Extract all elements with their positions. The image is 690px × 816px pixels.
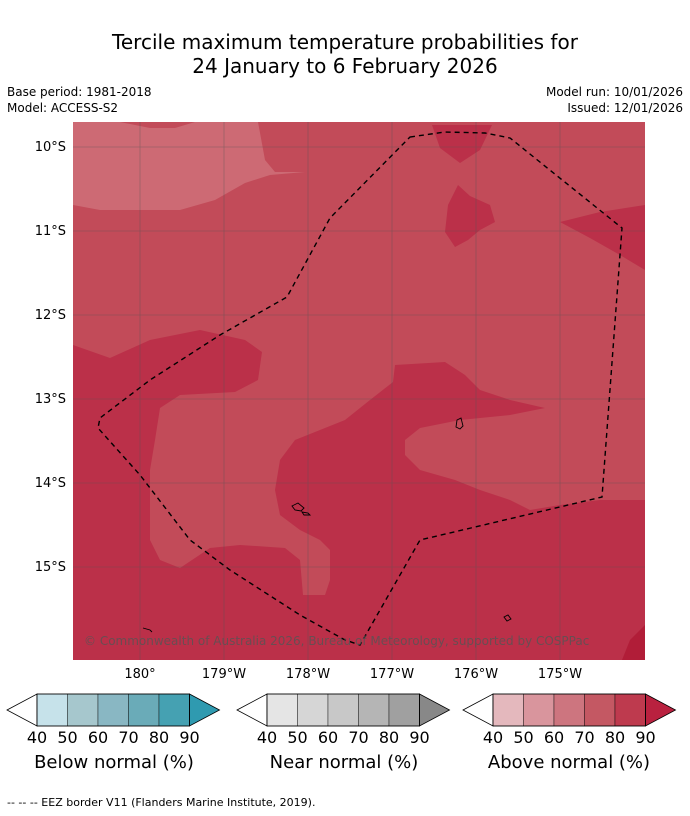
base-period: Base period: 1981-2018 — [7, 85, 152, 99]
legend-below-over-triangle — [189, 693, 221, 727]
lon-label-178w: 178°W — [286, 667, 330, 682]
graticule — [73, 122, 645, 660]
model-name: Model: ACCESS-S2 — [7, 101, 119, 115]
legend-above-segment — [614, 693, 646, 727]
issued-date: Issued: 12/01/2026 — [567, 101, 683, 115]
latitude-labels: 10°S 11°S 12°S 13°S 14°S 15°S — [35, 140, 66, 575]
meta-left: Base period: 1981-2018 Model: ACCESS-S2 — [7, 84, 152, 116]
lat-label-14s: 14°S — [35, 476, 66, 491]
legend-title-above: Above normal (%) — [487, 752, 651, 773]
chart-title: Tercile maximum temperature probabilitie… — [0, 30, 690, 78]
title-line-1: Tercile maximum temperature probabilitie… — [112, 30, 578, 54]
legend-near-segment — [297, 693, 329, 727]
field-above-60-top — [120, 122, 195, 128]
lat-label-15s: 15°S — [35, 560, 66, 575]
legend-above-tick: 90 — [635, 728, 655, 747]
lat-label-12s: 12°S — [35, 308, 66, 323]
lat-label-13s: 13°S — [35, 392, 66, 407]
field-above-60 — [73, 122, 305, 210]
legend-near-outline — [266, 693, 420, 727]
legend-below-segment — [158, 693, 190, 727]
legend-near-tick: 80 — [379, 728, 399, 747]
legend-near-segment — [388, 693, 420, 727]
legend-above-outline — [492, 693, 646, 727]
legend-above-tick: 60 — [544, 728, 564, 747]
legend-below-tick: 50 — [57, 728, 77, 747]
model-run: Model run: 10/01/2026 — [545, 85, 683, 99]
copyright-text: © Commonwealth of Australia 2026, Bureau… — [84, 634, 589, 648]
legend-below-tick: 90 — [179, 728, 199, 747]
legend-near-tick: 70 — [348, 728, 368, 747]
legend-title-near: Near normal (%) — [269, 752, 419, 773]
legend-below-normal: 40 50 60 70 80 90 — [6, 693, 221, 747]
legend-below-outline — [36, 693, 190, 727]
longitude-labels: 180° 179°W 178°W 177°W 176°W 175°W — [124, 667, 582, 682]
legend-near-segment — [266, 693, 298, 727]
legend-above-normal: 40 50 60 70 80 90 — [462, 693, 677, 747]
legend-above-segment — [523, 693, 555, 727]
legend-near-tick: 50 — [287, 728, 307, 747]
legend-above-segment — [584, 693, 616, 727]
legend-above-over-triangle — [645, 693, 677, 727]
legend-below-tick: 70 — [118, 728, 138, 747]
lon-label-180: 180° — [124, 667, 155, 682]
legend-near-normal: 40 50 60 70 80 90 — [236, 693, 451, 747]
field-above-80-west — [73, 330, 645, 660]
legend-below-tick: 40 — [27, 728, 47, 747]
meta-right: Model run: 10/01/2026 Issued: 12/01/2026 — [546, 84, 683, 116]
island-west-small — [301, 511, 312, 516]
lon-label-179w: 179°W — [202, 667, 246, 682]
lat-label-11s: 11°S — [35, 224, 66, 239]
field-above-80-top — [432, 125, 492, 163]
legend-below-under-triangle — [6, 693, 38, 727]
legend-above-tick: 70 — [574, 728, 594, 747]
legend-title-below: Below normal (%) — [34, 752, 194, 773]
map-panel: © Commonwealth of Australia 2026, Bureau… — [73, 122, 645, 660]
legend-below-segment — [67, 693, 99, 727]
eez-source-note: -- -- -- EEZ border V11 (Flanders Marine… — [7, 796, 316, 809]
legend-below-tick: 60 — [88, 728, 108, 747]
lon-label-175w: 175°W — [538, 667, 582, 682]
legend-above-tick: 50 — [513, 728, 533, 747]
lon-label-176w: 176°W — [454, 667, 498, 682]
legend-above-segment — [553, 693, 585, 727]
legend-below-segment — [128, 693, 160, 727]
legend-above-tick: 40 — [483, 728, 503, 747]
legend-near-tick: 40 — [257, 728, 277, 747]
eez-border — [97, 131, 623, 646]
field-above-90-corner — [622, 625, 645, 660]
legend-below-tick: 80 — [149, 728, 169, 747]
legend-below-segment — [97, 693, 129, 727]
legend-above-segment — [492, 693, 524, 727]
lon-label-177w: 177°W — [370, 667, 414, 682]
island-south — [503, 614, 512, 622]
legend-near-tick: 60 — [318, 728, 338, 747]
colorbar-legends: 40 50 60 70 80 90 40 50 60 70 80 90 40 50 60 70 80 90 — [6, 693, 677, 747]
legend-near-tick: 90 — [409, 728, 429, 747]
field-above-80-east — [560, 205, 645, 270]
island-east — [455, 417, 464, 430]
legend-below-segment — [36, 693, 68, 727]
lat-label-10s: 10°S — [35, 140, 66, 155]
legend-near-segment — [327, 693, 359, 727]
legend-near-over-triangle — [419, 693, 451, 727]
legend-above-under-triangle — [462, 693, 494, 727]
island-west — [291, 502, 305, 512]
legend-near-under-triangle — [236, 693, 268, 727]
island-southwest — [142, 627, 153, 633]
legend-near-segment — [358, 693, 390, 727]
title-line-2: 24 January to 6 February 2026 — [192, 54, 498, 78]
legend-above-tick: 80 — [605, 728, 625, 747]
field-above-80-mid — [445, 185, 495, 247]
